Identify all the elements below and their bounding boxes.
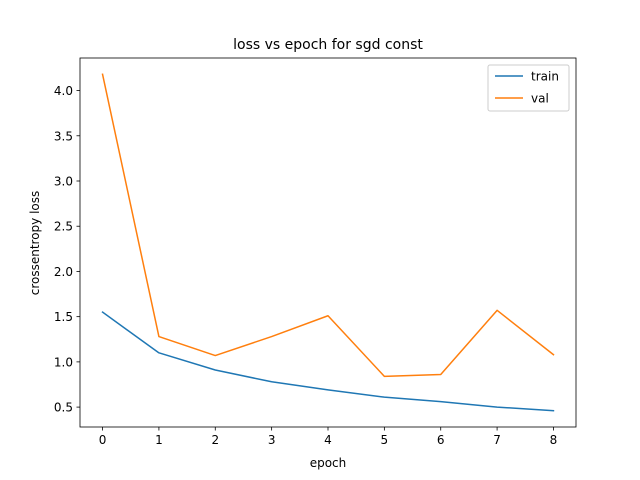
y-tick-label-1.0: 1.0: [54, 355, 73, 369]
y-tick-label-0.5: 0.5: [54, 401, 73, 415]
x-axis-title: epoch: [310, 456, 347, 470]
y-tick-label-3.0: 3.0: [54, 175, 73, 189]
series-line-train: [101, 311, 555, 412]
y-tick-label-1.5: 1.5: [54, 310, 73, 324]
legend-label-train: train: [531, 70, 559, 84]
y-tick-label-2.5: 2.5: [54, 220, 73, 234]
x-tick-label-4: 4: [324, 433, 332, 447]
x-tick-label-0: 0: [99, 433, 107, 447]
plot-area: 0 1 2 3 4 5 6 7 8 0.5 1.0 1.5 2.0 2.5 3.0 3.5 4.0: [54, 57, 577, 447]
y-tick-label-3.5: 3.5: [54, 129, 73, 143]
series-line-val: [101, 73, 555, 378]
x-tick-label-6: 6: [437, 433, 445, 447]
legend: train val: [487, 64, 570, 112]
x-tick-label-5: 5: [381, 433, 389, 447]
x-tick-label-8: 8: [550, 433, 558, 447]
y-tick-label-2.0: 2.0: [54, 265, 73, 279]
y-axis-title: crossentropy loss: [28, 191, 42, 296]
x-tick-label-3: 3: [268, 433, 276, 447]
x-tick-label-2: 2: [211, 433, 219, 447]
legend-label-val: val: [531, 92, 549, 106]
y-tick-label-4.0: 4.0: [54, 84, 73, 98]
x-tick-label-1: 1: [155, 433, 163, 447]
x-tick-label-7: 7: [493, 433, 501, 447]
chart-title: loss vs epoch for sgd const: [233, 37, 423, 53]
